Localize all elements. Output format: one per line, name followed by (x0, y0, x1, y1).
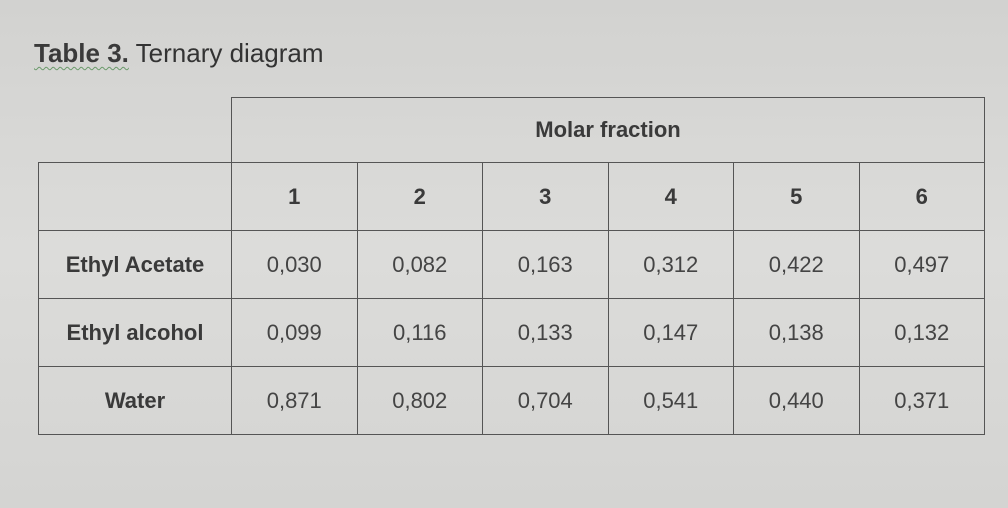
caption-label: Table 3. (34, 38, 129, 68)
table-row: Ethyl alcohol 0,099 0,116 0,133 0,147 0,138 0,… (38, 298, 985, 367)
cell: 0,541 (607, 366, 734, 435)
column-header: 3 (482, 162, 609, 231)
column-header: 1 (231, 162, 358, 231)
column-header: 6 (858, 162, 985, 231)
row-header: Ethyl alcohol (38, 298, 232, 367)
cell: 0,082 (356, 230, 483, 299)
cell: 0,163 (482, 230, 609, 299)
cell: 0,133 (482, 298, 609, 367)
cell: 0,147 (607, 298, 734, 367)
empty-cell (38, 162, 232, 231)
table-row: Water 0,871 0,802 0,704 0,541 0,440 0,371 (38, 366, 985, 435)
table-caption: Table 3. Ternary diagram (34, 38, 324, 69)
cell: 0,871 (231, 366, 358, 435)
group-header: Molar fraction (231, 97, 985, 163)
row-header: Water (38, 366, 232, 435)
cell: 0,497 (858, 230, 985, 299)
cell: 0,138 (733, 298, 860, 367)
row-header: Ethyl Acetate (38, 230, 232, 299)
cell: 0,802 (356, 366, 483, 435)
caption-text: Ternary diagram (135, 38, 324, 68)
column-header: 5 (733, 162, 860, 231)
cell: 0,132 (858, 298, 985, 367)
column-header: 2 (356, 162, 483, 231)
empty-cell (38, 97, 232, 163)
cell: 0,371 (858, 366, 985, 435)
cell: 0,312 (607, 230, 734, 299)
cell: 0,704 (482, 366, 609, 435)
group-header-row: Molar fraction (38, 97, 985, 163)
cell: 0,099 (231, 298, 358, 367)
table-row: Ethyl Acetate 0,030 0,082 0,163 0,312 0,422 0,… (38, 230, 985, 299)
column-header: 4 (607, 162, 734, 231)
cell: 0,116 (356, 298, 483, 367)
cell: 0,030 (231, 230, 358, 299)
cell: 0,422 (733, 230, 860, 299)
cell: 0,440 (733, 366, 860, 435)
